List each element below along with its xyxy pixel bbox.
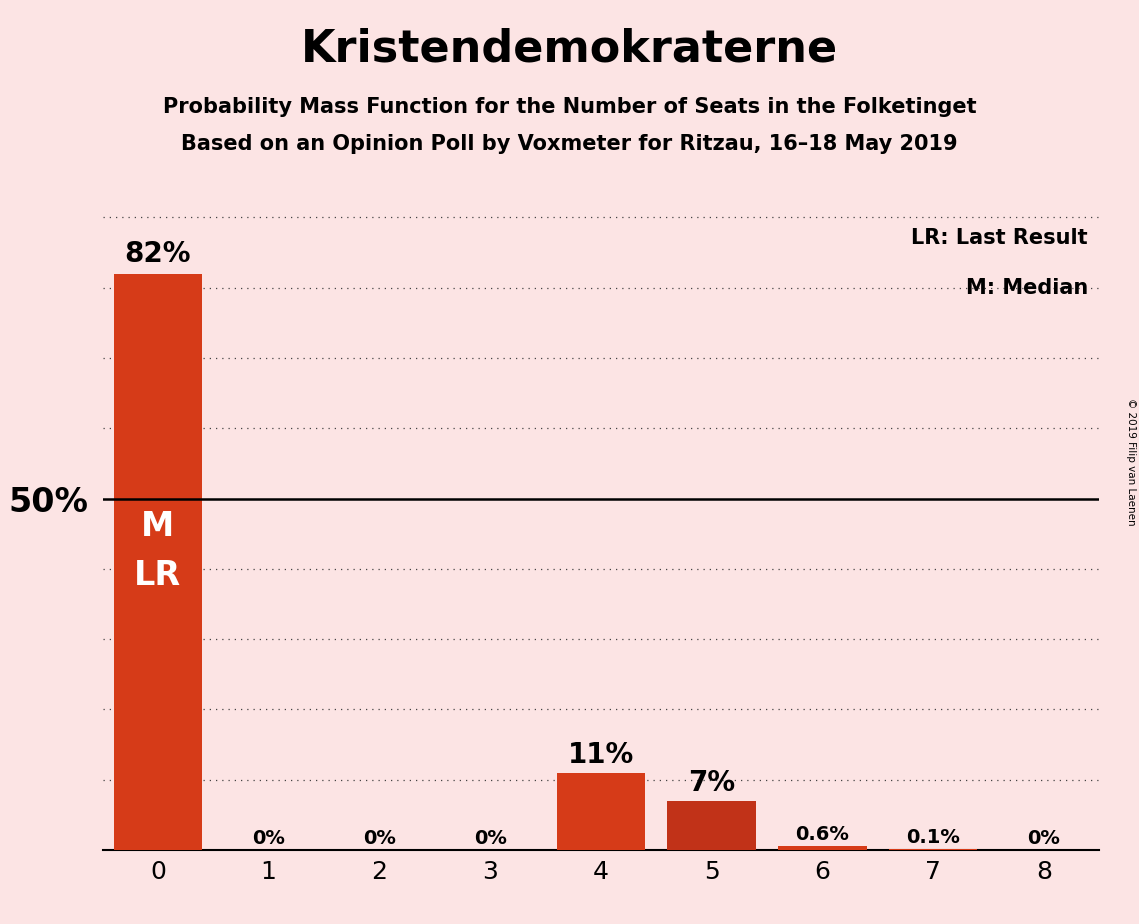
Text: 0%: 0%: [252, 829, 285, 848]
Bar: [778, 845, 867, 850]
Text: Probability Mass Function for the Number of Seats in the Folketinget: Probability Mass Function for the Number…: [163, 97, 976, 117]
Text: 0.1%: 0.1%: [907, 828, 960, 847]
Text: 0%: 0%: [1027, 829, 1060, 848]
Text: 0.6%: 0.6%: [795, 825, 850, 844]
Text: 0%: 0%: [474, 829, 507, 848]
Text: LR: LR: [134, 559, 181, 592]
Text: Kristendemokraterne: Kristendemokraterne: [301, 28, 838, 71]
Text: M: Median: M: Median: [966, 277, 1088, 298]
Text: 11%: 11%: [567, 741, 634, 769]
Text: M: M: [141, 510, 174, 543]
Text: 0%: 0%: [363, 829, 395, 848]
Text: LR: Last Result: LR: Last Result: [911, 228, 1088, 249]
Bar: [557, 772, 645, 850]
Bar: [667, 801, 756, 850]
Text: 7%: 7%: [688, 770, 735, 797]
Text: 82%: 82%: [124, 240, 191, 268]
Text: Based on an Opinion Poll by Voxmeter for Ritzau, 16–18 May 2019: Based on an Opinion Poll by Voxmeter for…: [181, 134, 958, 154]
Text: © 2019 Filip van Laenen: © 2019 Filip van Laenen: [1125, 398, 1136, 526]
Bar: [114, 274, 202, 850]
